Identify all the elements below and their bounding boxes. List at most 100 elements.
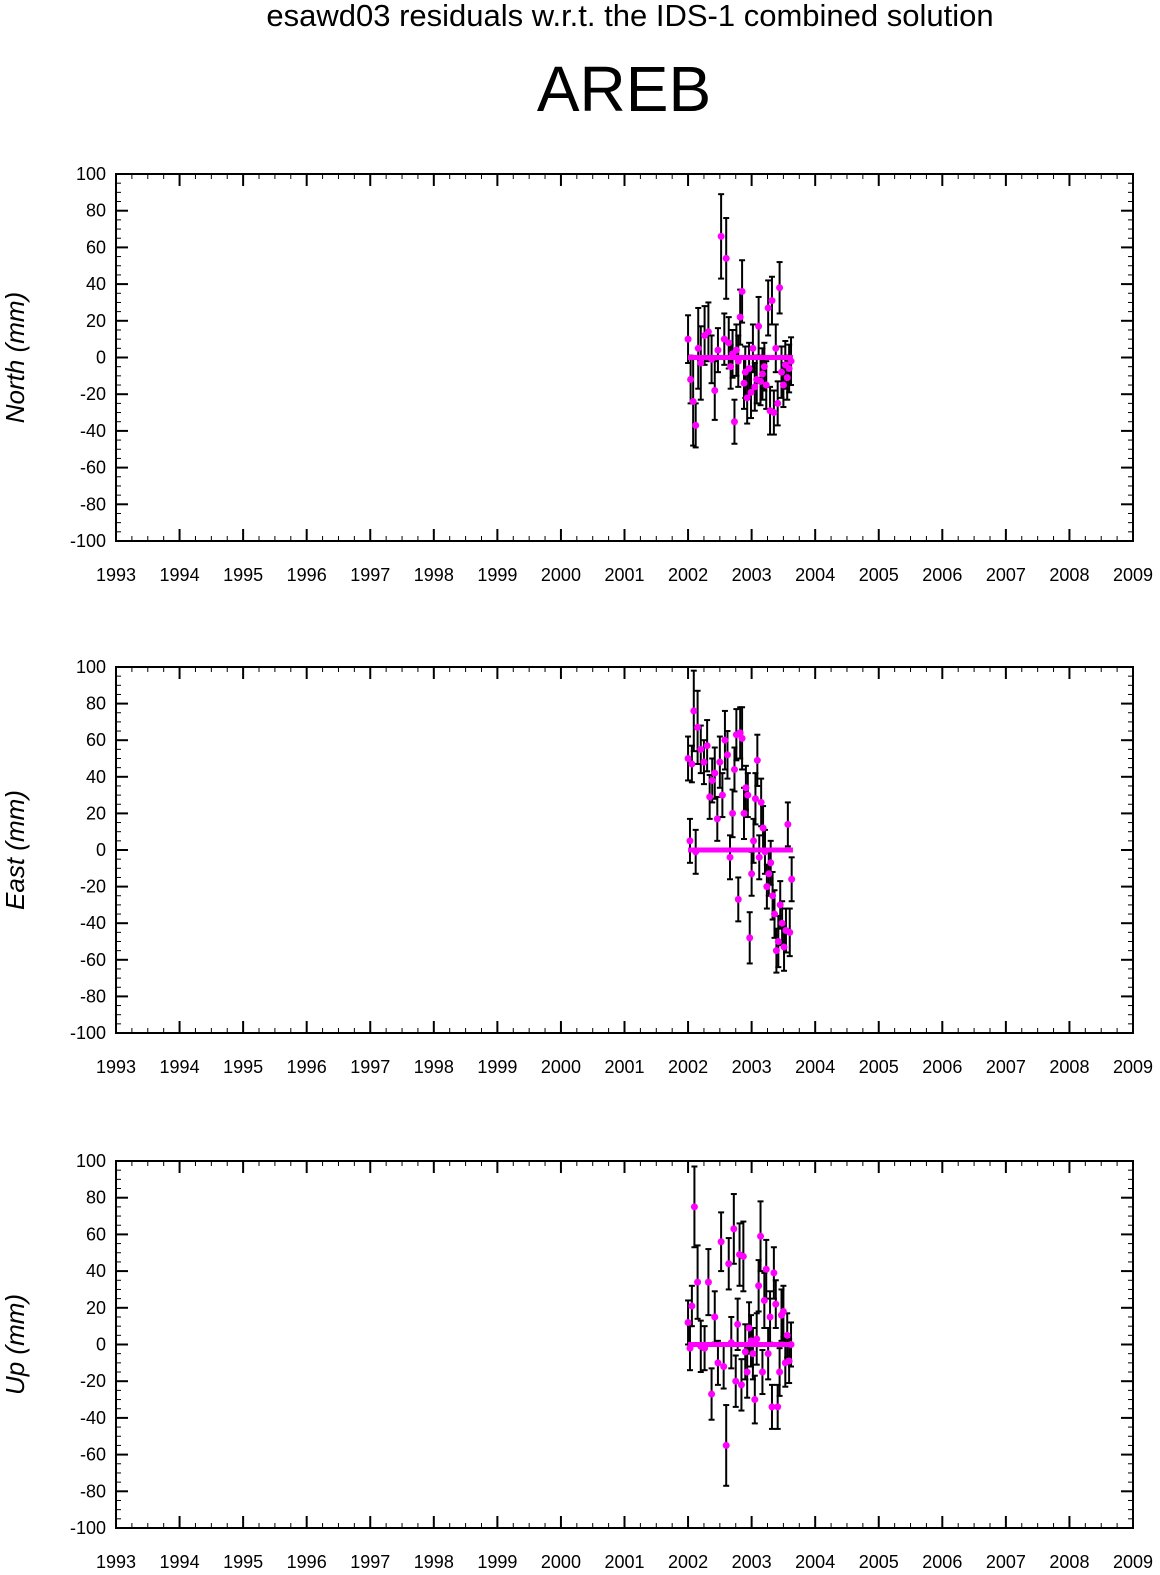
x-tick-label: 1996 xyxy=(287,565,327,585)
data-point xyxy=(772,1300,780,1308)
data-point xyxy=(757,798,765,806)
data-point xyxy=(777,368,785,376)
x-tick-label: 1998 xyxy=(414,1057,454,1077)
data-point xyxy=(755,322,763,330)
data-point xyxy=(753,1335,761,1343)
x-tick-label: 2005 xyxy=(859,1552,899,1572)
y-tick-label: -100 xyxy=(70,1518,106,1538)
data-point xyxy=(755,1282,763,1290)
data-point xyxy=(745,365,753,373)
x-tick-label: 2004 xyxy=(795,1057,835,1077)
data-point xyxy=(780,943,788,951)
data-point xyxy=(697,745,705,753)
data-point xyxy=(690,707,698,715)
x-tick-label: 2006 xyxy=(922,565,962,585)
data-point xyxy=(787,1341,795,1348)
data-point xyxy=(772,344,780,352)
data-point xyxy=(750,837,758,845)
x-tick-label: 2008 xyxy=(1049,1552,1089,1572)
data-point xyxy=(776,1368,784,1376)
data-point xyxy=(787,357,795,365)
y-tick-label: 60 xyxy=(86,1224,106,1244)
data-point xyxy=(700,758,708,766)
data-point xyxy=(763,883,771,891)
data-point xyxy=(751,795,759,803)
data-point xyxy=(785,365,793,373)
data-point xyxy=(692,848,700,856)
data-point xyxy=(761,848,769,856)
y-tick-label: 80 xyxy=(86,1188,106,1208)
data-point xyxy=(766,1313,774,1321)
data-point xyxy=(749,344,757,352)
data-point xyxy=(738,287,746,295)
x-tick-label: 2009 xyxy=(1113,565,1153,585)
data-point xyxy=(779,1307,787,1315)
data-point xyxy=(747,388,755,396)
x-tick-label: 2002 xyxy=(668,565,708,585)
y-tick-label: 40 xyxy=(86,767,106,787)
data-point xyxy=(774,1403,782,1411)
data-point xyxy=(723,751,731,759)
data-point xyxy=(732,346,740,354)
data-point xyxy=(725,339,733,347)
y-tick-label: -60 xyxy=(80,950,106,970)
data-point xyxy=(743,1368,751,1376)
y-tick-label: 40 xyxy=(86,274,106,294)
data-point xyxy=(711,769,719,777)
data-point xyxy=(759,824,767,832)
data-point xyxy=(689,398,697,406)
data-point xyxy=(753,756,761,764)
y-tick-label: 0 xyxy=(96,348,106,368)
data-point xyxy=(784,820,792,828)
data-point xyxy=(711,1313,719,1321)
data-point xyxy=(758,370,766,378)
x-tick-label: 1999 xyxy=(477,1552,517,1572)
data-point xyxy=(717,232,725,240)
y-tick-label: 60 xyxy=(86,730,106,750)
data-point xyxy=(770,409,778,417)
y-tick-label: 80 xyxy=(86,201,106,221)
x-tick-label: 1998 xyxy=(414,1552,454,1572)
x-tick-label: 1994 xyxy=(160,565,200,585)
data-point xyxy=(742,784,750,792)
data-point xyxy=(755,853,763,861)
data-point xyxy=(692,421,700,429)
data-point xyxy=(694,723,702,731)
data-point xyxy=(734,895,742,903)
x-tick-label: 1994 xyxy=(160,1057,200,1077)
y-tick-label: 100 xyxy=(76,657,106,677)
y-axis-label: East (mm) xyxy=(0,790,30,910)
plot-frame xyxy=(115,173,1134,542)
data-point xyxy=(730,1225,738,1233)
y-tick-label: -80 xyxy=(80,494,106,514)
data-point xyxy=(786,928,794,936)
x-tick-label: 1996 xyxy=(287,1552,327,1572)
data-point xyxy=(772,947,780,955)
y-tick-label: -100 xyxy=(70,531,106,551)
data-point xyxy=(694,344,702,352)
data-point xyxy=(711,387,719,395)
data-point xyxy=(740,379,748,387)
x-tick-label: 1994 xyxy=(160,1552,200,1572)
data-point xyxy=(726,853,734,861)
x-tick-label: 2009 xyxy=(1113,1552,1153,1572)
x-tick-label: 1999 xyxy=(477,565,517,585)
data-point xyxy=(745,1324,753,1332)
data-point xyxy=(764,1350,772,1358)
panel-3: 1993 1994 1995 1996 1997 1998 1999 2000 2001 2002… xyxy=(0,1151,1153,1572)
data-point xyxy=(694,1278,702,1286)
x-tick-label: 1993 xyxy=(96,565,136,585)
data-point xyxy=(765,870,773,878)
plot-frame xyxy=(115,666,1134,1034)
x-tick-label: 2007 xyxy=(986,565,1026,585)
x-tick-label: 1993 xyxy=(96,1552,136,1572)
x-tick-label: 2006 xyxy=(922,1552,962,1572)
data-point xyxy=(687,376,695,384)
data-point xyxy=(727,1339,735,1347)
panel-2: 1993 1994 1995 1996 1997 1998 1999 2000 2001 2002… xyxy=(0,657,1153,1077)
data-point xyxy=(776,901,784,909)
x-tick-label: 2009 xyxy=(1113,1057,1153,1077)
data-point xyxy=(684,1318,692,1326)
x-tick-label: 2002 xyxy=(668,1552,708,1572)
